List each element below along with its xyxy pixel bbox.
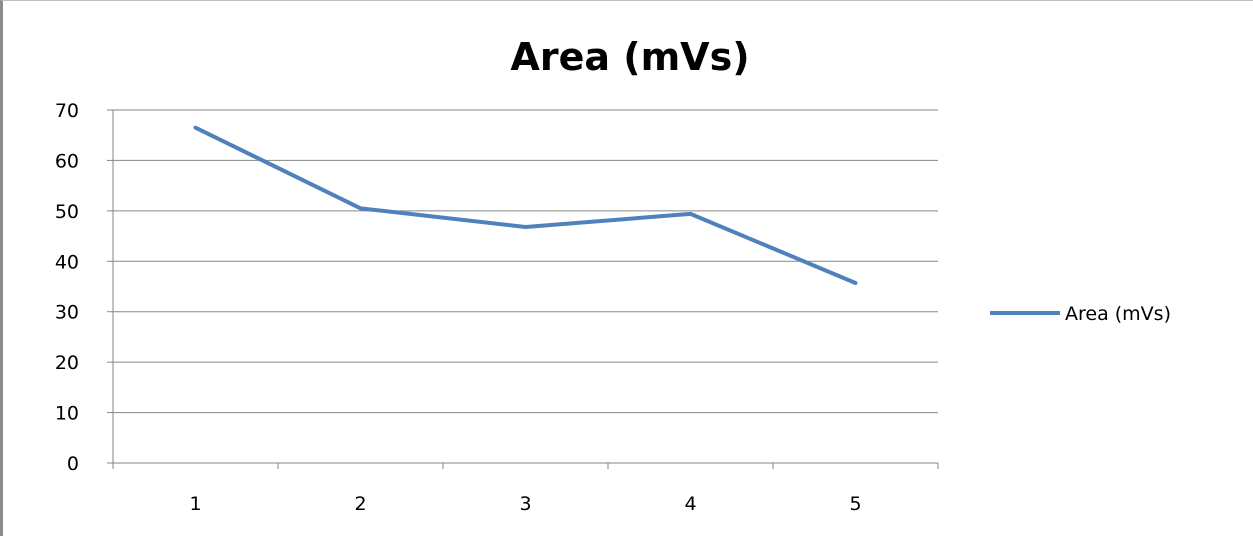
y-tick-label: 0 bbox=[67, 453, 79, 475]
x-tick-label: 2 bbox=[354, 493, 366, 515]
y-tick-label: 40 bbox=[55, 251, 79, 273]
x-tick-label: 4 bbox=[684, 493, 696, 515]
series-line bbox=[193, 125, 858, 285]
y-tick-label: 10 bbox=[55, 403, 79, 425]
axes bbox=[107, 109, 939, 469]
y-tick-label: 70 bbox=[55, 100, 79, 122]
series-lines bbox=[193, 125, 858, 285]
legend-label: Area (mVs) bbox=[1065, 303, 1171, 325]
y-tick-label: 20 bbox=[55, 352, 79, 374]
y-tick-labels: 0 10 20 30 40 50 60 70 bbox=[55, 100, 79, 475]
chart-title: Area (mVs) bbox=[510, 35, 749, 79]
x-tick-labels: 1 2 3 4 5 bbox=[189, 493, 861, 515]
x-tick-label: 5 bbox=[849, 493, 861, 515]
y-tick-label: 30 bbox=[55, 302, 79, 324]
y-tick-label: 60 bbox=[55, 150, 79, 172]
x-tick-label: 1 bbox=[189, 493, 201, 515]
x-tick-label: 3 bbox=[519, 493, 531, 515]
gridlines bbox=[113, 109, 938, 414]
legend: Area (mVs) bbox=[990, 303, 1171, 325]
y-tick-label: 50 bbox=[55, 201, 79, 223]
